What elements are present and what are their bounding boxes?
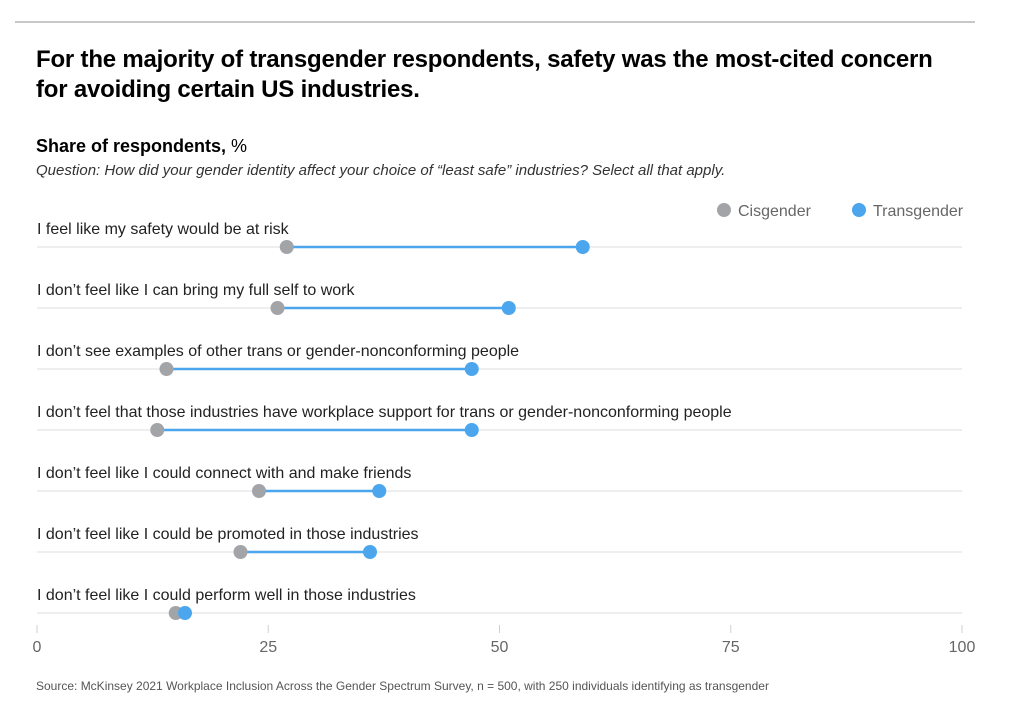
- chart-row: I don’t feel like I could be promoted in…: [37, 526, 962, 559]
- chart-question: Question: How did your gender identity a…: [36, 162, 726, 179]
- transgender-point: [464, 362, 479, 376]
- chart-rows: I feel like my safety would be at risk I …: [37, 221, 962, 620]
- chart-row: I don’t feel like I can bring my full se…: [37, 282, 962, 315]
- transgender-point: [178, 606, 192, 620]
- subtitle-bold: Share of respondents,: [36, 136, 227, 156]
- transgender-point: [575, 240, 590, 254]
- x-tick-label: 25: [259, 639, 277, 656]
- x-tick-label: 75: [722, 639, 740, 656]
- transgender-point: [464, 423, 479, 437]
- cisgender-point: [279, 240, 294, 254]
- chart-row: I don’t feel like I could connect with a…: [37, 465, 962, 498]
- cisgender-point: [233, 545, 248, 559]
- cisgender-point: [150, 423, 165, 437]
- legend-cisgender-marker: [717, 203, 731, 217]
- top-rule: [15, 21, 975, 23]
- subtitle-unit: %: [226, 136, 248, 156]
- cisgender-point: [159, 362, 174, 376]
- x-tick-label: 100: [949, 639, 976, 656]
- legend-transgender-marker: [852, 203, 866, 217]
- transgender-point: [501, 301, 516, 315]
- chart-row: I don’t see examples of other trans or g…: [37, 343, 962, 376]
- category-label: I don’t feel like I could connect with a…: [37, 465, 411, 482]
- cisgender-point: [270, 301, 285, 315]
- chart-subtitle: Share of respondents, %: [36, 136, 247, 157]
- chart-row: I don’t feel like I could perform well i…: [37, 587, 962, 620]
- legend-cisgender-label: Cisgender: [738, 203, 812, 220]
- category-label: I don’t feel like I can bring my full se…: [37, 282, 355, 299]
- chart-title: For the majority of transgender responde…: [36, 46, 933, 103]
- cisgender-point: [252, 484, 266, 498]
- x-tick-label: 0: [33, 639, 42, 656]
- chart-row: I don’t feel that those industries have …: [37, 404, 962, 437]
- x-tick-label: 50: [491, 639, 509, 656]
- x-axis: 0 25 50 75 100: [33, 625, 976, 656]
- transgender-point: [363, 545, 377, 559]
- chart-row: I feel like my safety would be at risk: [37, 221, 962, 254]
- legend-transgender-label: Transgender: [873, 203, 964, 220]
- source-note: Source: McKinsey 2021 Workplace Inclusio…: [36, 679, 769, 693]
- category-label: I don’t feel like I could be promoted in…: [37, 526, 419, 543]
- category-label: I feel like my safety would be at risk: [37, 221, 290, 238]
- transgender-point: [372, 484, 387, 498]
- legend: Cisgender Transgender: [717, 203, 964, 220]
- category-label: I don’t feel like I could perform well i…: [37, 587, 416, 604]
- category-label: I don’t feel that those industries have …: [37, 404, 732, 421]
- category-label: I don’t see examples of other trans or g…: [37, 343, 519, 360]
